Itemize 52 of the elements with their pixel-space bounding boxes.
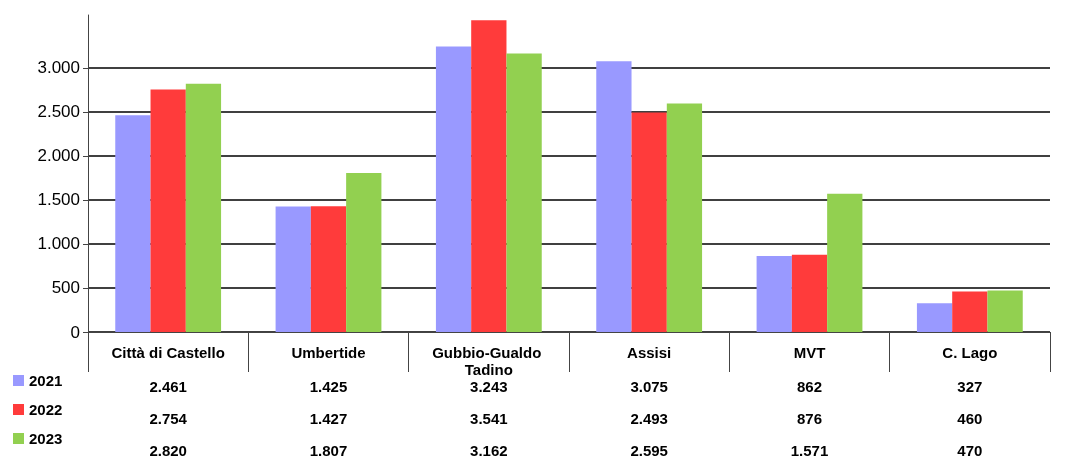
- data-label: 2.754: [149, 409, 188, 427]
- data-label: 2.595: [630, 441, 668, 459]
- y-tick-label: 500: [51, 278, 80, 298]
- y-tick-label: 1.000: [37, 234, 80, 254]
- y-tick-label: 0: [70, 322, 80, 342]
- bar: [115, 115, 151, 332]
- legend-label: 2022: [29, 401, 63, 418]
- bar: [346, 172, 382, 332]
- data-label: 470: [957, 441, 983, 459]
- y-tick-label: 2.000: [37, 146, 80, 166]
- data-label: 3.541: [470, 409, 508, 427]
- data-label: 1.571: [790, 441, 829, 459]
- bar: [791, 254, 828, 332]
- bar: [310, 206, 347, 332]
- bar: [471, 20, 507, 332]
- x-tick-label: Assisi: [627, 344, 672, 361]
- x-tick-label: Umbertide: [291, 344, 366, 361]
- data-label: 2.820: [149, 441, 187, 459]
- data-label: 460: [957, 409, 983, 427]
- bar: [916, 303, 953, 332]
- legend-label: 2023: [29, 430, 63, 447]
- bar: [185, 83, 222, 332]
- x-tick-label: Gubbio-Gualdo Tadino: [432, 344, 546, 378]
- y-tick-label: 2.500: [37, 102, 80, 122]
- bar: [666, 103, 703, 332]
- x-tick-label: C. Lago: [942, 344, 998, 361]
- bar: [506, 53, 542, 332]
- bar: [275, 206, 311, 332]
- data-label: 3.162: [470, 441, 508, 459]
- bar: [596, 61, 632, 332]
- x-tick-label: Città di Castello: [111, 344, 225, 361]
- legend-label: 2021: [29, 372, 63, 389]
- data-label: 3.243: [470, 377, 508, 395]
- data-label: 2.461: [149, 377, 187, 395]
- data-label: 1.427: [309, 409, 348, 427]
- data-label: 3.075: [630, 377, 668, 395]
- data-label: 1.807: [309, 441, 348, 459]
- bar: [987, 290, 1023, 332]
- bar: [756, 256, 792, 332]
- data-label: 327: [957, 377, 983, 395]
- data-label: 862: [796, 377, 823, 395]
- y-tick-label: 1.500: [37, 190, 80, 210]
- data-label: 2.493: [630, 409, 668, 427]
- y-tick-label: 3.000: [37, 58, 80, 78]
- bar: [827, 193, 863, 332]
- data-label: 1.425: [309, 377, 348, 395]
- bar: [631, 112, 667, 332]
- data-label: 876: [796, 409, 823, 427]
- x-tick-label: MVT: [793, 344, 826, 361]
- bar: [150, 89, 186, 332]
- bar: [435, 46, 472, 332]
- bar: [952, 291, 988, 332]
